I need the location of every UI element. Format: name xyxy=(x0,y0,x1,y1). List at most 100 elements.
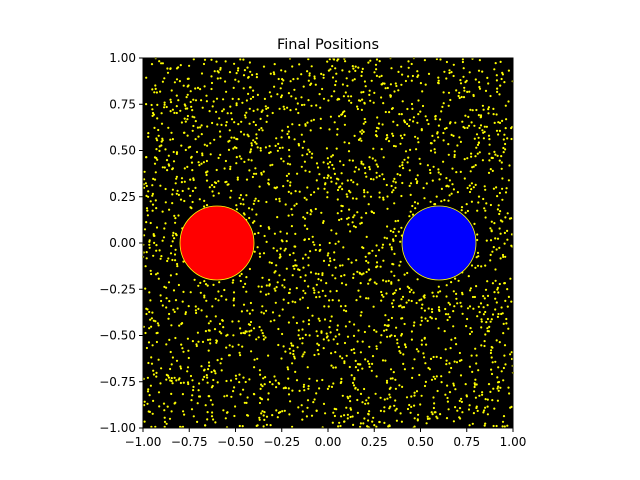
particle-point xyxy=(232,86,235,89)
particle-point xyxy=(496,387,499,390)
particle-point xyxy=(165,105,168,109)
particle-point xyxy=(284,70,287,73)
particle-point xyxy=(176,189,179,192)
particle-point xyxy=(286,162,289,165)
particle-point xyxy=(184,311,187,314)
particle-point xyxy=(423,337,426,340)
particle-point xyxy=(145,76,148,79)
particle-point xyxy=(311,152,314,155)
particle-point xyxy=(432,396,435,399)
particle-point xyxy=(375,347,378,350)
particle-point xyxy=(246,309,249,312)
particle-point xyxy=(291,362,294,365)
particle-point xyxy=(470,200,473,203)
particle-point xyxy=(352,273,355,276)
particle-point xyxy=(194,309,197,312)
particle-point xyxy=(448,371,451,374)
particle-point xyxy=(475,406,478,410)
particle-point xyxy=(342,246,345,249)
particle-point xyxy=(233,146,236,149)
particle-point xyxy=(152,254,155,257)
particle-point xyxy=(500,161,503,164)
particle-point xyxy=(403,158,406,161)
particle-point xyxy=(503,425,506,428)
particle-point xyxy=(475,133,479,136)
particle-point xyxy=(286,106,289,109)
particle-point xyxy=(353,351,356,355)
particle-point xyxy=(191,379,194,382)
particle-point xyxy=(330,95,333,98)
particle-point xyxy=(375,261,379,264)
particle-point xyxy=(286,366,289,369)
particle-point xyxy=(155,340,158,344)
particle-point xyxy=(341,394,344,397)
particle-point xyxy=(445,284,448,287)
particle-point xyxy=(313,77,316,80)
particle-point xyxy=(214,315,217,318)
particle-point xyxy=(346,84,349,87)
particle-point xyxy=(231,281,234,284)
particle-point xyxy=(152,177,155,180)
particle-point xyxy=(325,282,328,285)
particle-point xyxy=(304,274,307,277)
particle-point xyxy=(360,132,363,135)
particle-point xyxy=(426,417,429,420)
particle-point xyxy=(146,209,149,212)
particle-point xyxy=(278,197,281,200)
particle-point xyxy=(454,388,457,391)
particle-point xyxy=(455,292,458,295)
particle-point xyxy=(345,193,348,196)
particle-point xyxy=(211,190,214,193)
particle-point xyxy=(350,95,353,98)
particle-point xyxy=(427,307,430,310)
particle-point xyxy=(452,134,455,137)
particle-point xyxy=(477,195,481,198)
particle-point xyxy=(214,297,217,300)
particle-point xyxy=(217,156,220,160)
particle-point xyxy=(232,334,235,337)
particle-point xyxy=(287,387,290,390)
particle-point xyxy=(372,147,375,150)
particle-point xyxy=(253,199,256,202)
particle-point xyxy=(391,191,394,194)
particle-point xyxy=(356,340,359,343)
particle-point xyxy=(390,334,393,337)
particle-point xyxy=(150,63,154,66)
particle-point xyxy=(381,359,385,362)
particle-point xyxy=(394,220,397,223)
particle-point xyxy=(419,403,422,406)
particle-point xyxy=(468,305,472,308)
particle-point xyxy=(267,178,270,181)
particle-point xyxy=(312,401,315,404)
particle-point xyxy=(166,169,169,172)
particle-point xyxy=(189,90,192,93)
particle-point xyxy=(183,167,186,170)
particle-point xyxy=(482,108,485,111)
particle-point xyxy=(343,361,346,365)
particle-point xyxy=(165,297,168,300)
particle-point xyxy=(362,163,365,166)
particle-point xyxy=(500,155,503,158)
particle-point xyxy=(239,58,242,61)
particle-point xyxy=(316,334,319,337)
particle-point xyxy=(264,336,267,339)
particle-point xyxy=(255,133,258,136)
particle-point xyxy=(388,407,391,410)
particle-point xyxy=(404,79,407,83)
particle-point xyxy=(375,330,378,333)
particle-point xyxy=(399,174,402,177)
particle-point xyxy=(197,389,200,392)
particle-point xyxy=(407,75,410,78)
particle-point xyxy=(488,159,491,162)
particle-point xyxy=(334,242,337,245)
particle-point xyxy=(237,343,240,346)
particle-point xyxy=(261,129,264,132)
particle-point xyxy=(143,400,146,403)
particle-point xyxy=(303,238,306,241)
particle-point xyxy=(354,65,357,68)
particle-point xyxy=(444,348,447,351)
particle-point xyxy=(454,277,457,280)
particle-point xyxy=(495,248,498,251)
particle-point xyxy=(443,199,446,202)
particle-point xyxy=(369,99,372,102)
